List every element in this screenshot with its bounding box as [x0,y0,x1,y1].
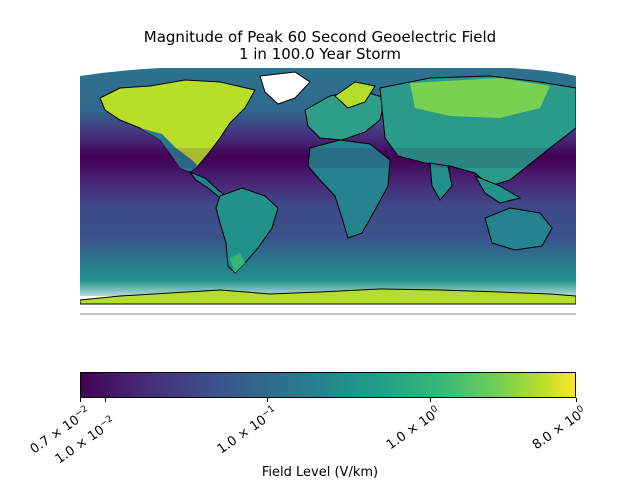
colorbar-tick-label: 8.0 × 100 [529,404,586,453]
australia [484,207,553,251]
colorbar [80,372,576,398]
colorbar-tick-label: 1.0 × 100 [383,404,440,453]
world-map-svg [80,68,576,315]
colorbar-label: Field Level (V/km) [261,465,379,480]
na-south-band [140,128,198,172]
map-title-line2: 1 in 100.0 Year Storm [238,45,402,63]
colorbar-ticks: 0.7 × 10−2 1.0 × 10−2 1.0 × 10−1 1.0 × 100 8… [28,398,586,467]
greenland [259,71,311,105]
scandinavia [334,81,376,109]
colorbar-tick-label: 1.0 × 10−1 [215,404,278,458]
colorbar-tick-mark [80,398,81,402]
india [429,162,453,201]
blank-top-left [80,68,160,76]
colorbar-tick-mark [267,398,269,402]
colorbar-tick-mark [105,398,107,402]
southeast-asia [473,174,522,204]
equatorial-band [80,148,576,168]
colorbar-tick-mark [576,398,577,402]
sa-highlight [230,253,245,273]
colorbar-tick-mark [429,398,431,402]
world-map [80,68,576,315]
blank-top-right [510,68,576,76]
siberia-high [410,78,550,118]
africa [307,139,391,239]
antarctica [80,288,576,305]
map-title-line1: Magnitude of Peak 60 Second Geoelectric … [143,28,497,46]
